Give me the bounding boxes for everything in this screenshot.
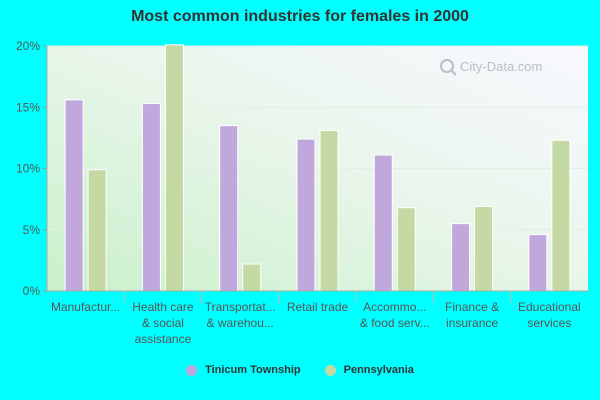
magnifier-handle: [450, 69, 457, 76]
category-label-line: Educational: [518, 300, 581, 314]
category-label: Finance & insurance: [445, 300, 499, 330]
bar-series-1: [451, 223, 471, 292]
bar-series-2: [87, 169, 107, 292]
legend-label-series-2: Pennsylvania: [343, 364, 414, 376]
category-label-line: Health care: [132, 300, 194, 314]
category-label-line: insurance: [446, 316, 498, 330]
category-label-line: Manufactur...: [51, 300, 120, 314]
legend-item-series-1: Tinicum Township: [186, 364, 301, 376]
category-label-line: Retail trade: [287, 300, 349, 314]
watermark: City-Data.com: [440, 59, 542, 76]
legend-label-series-1: Tinicum Township: [205, 364, 301, 376]
category-label-line: Finance &: [445, 300, 499, 314]
bar-series-1: [219, 125, 239, 292]
y-tick-label: 10%: [16, 162, 40, 176]
category-label-line: services: [527, 316, 571, 330]
category-label: Educational services: [518, 300, 581, 330]
category-label: Accommo... & food serv...: [360, 300, 430, 330]
bar-series-1: [141, 103, 161, 292]
bar-series-1: [296, 138, 316, 292]
bar-series-1: [64, 99, 84, 292]
category-label: Manufactur...: [51, 300, 120, 314]
category-label-line: & warehou...: [207, 316, 274, 330]
category-label-line: & food serv...: [360, 316, 430, 330]
bar-series-2: [242, 263, 262, 292]
category-label-line: & social: [142, 316, 184, 330]
bar-series-2: [551, 139, 571, 292]
bar-series-1: [528, 234, 548, 292]
bar-series-2: [164, 44, 184, 292]
bar-series-2: [319, 130, 339, 292]
bar-series-2: [396, 207, 416, 292]
bar-series-1: [373, 154, 393, 292]
category-label: Transportat... & warehou...: [205, 300, 276, 330]
bar-series-2: [474, 205, 494, 292]
y-tick-label: 0%: [23, 284, 41, 298]
watermark-text: City-Data.com: [460, 59, 542, 74]
legend-swatch-series-1: [186, 364, 198, 376]
category-label-line: Accommo...: [363, 300, 426, 314]
y-tick-label: 5%: [23, 223, 41, 237]
legend: Tinicum Township Pennsylvania: [0, 364, 600, 376]
legend-item-series-2: Pennsylvania: [324, 364, 414, 376]
magnifier-icon: [440, 59, 454, 73]
category-label: Health care & social assistance: [132, 300, 194, 346]
category-label-line: Transportat...: [205, 300, 276, 314]
category-label: Retail trade: [287, 300, 349, 314]
legend-swatch-series-2: [324, 364, 336, 376]
y-tick-label: 20%: [16, 39, 40, 53]
chart-title: Most common industries for females in 20…: [131, 8, 469, 25]
category-label-line: assistance: [135, 332, 192, 346]
y-tick-label: 15%: [16, 100, 40, 114]
